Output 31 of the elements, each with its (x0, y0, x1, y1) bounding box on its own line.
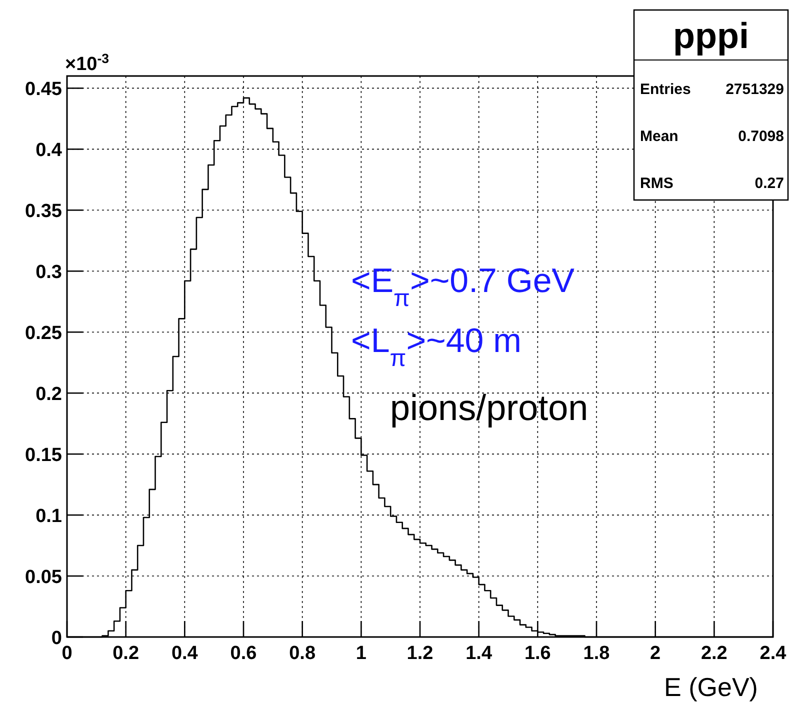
x-tick-label: 1.6 (524, 643, 551, 664)
text: Mean 0.7098 (640, 128, 784, 145)
x-tick-label: 1.4 (466, 643, 492, 664)
y-tick-label: 0.25 (25, 323, 62, 344)
annotation: <E$_{π}$>~0.7 GeV (351, 262, 575, 312)
y-tick-label: 0.4 (36, 140, 62, 162)
x-tick-label: 1.2 (406, 643, 434, 664)
annotation: pions/proton (390, 387, 588, 428)
x-tick-label: 0.2 (112, 643, 140, 664)
y-tick-label: 0.1 (36, 506, 62, 528)
y-tick-label: 0.05 (25, 567, 62, 588)
y-tick-label: 0 (51, 628, 62, 649)
x-tick-label: 0.4 (171, 643, 198, 664)
text: ×10$^{-3}$ (65, 50, 110, 75)
annotation: <L$_{π}$>~40 m (351, 322, 522, 372)
x-tick-label: 2.4 (760, 643, 787, 664)
chart-title: pppi (673, 15, 749, 56)
x-axis-title: E (GeV) (664, 672, 758, 702)
x-tick-label: 1 (356, 643, 367, 664)
y-tick-label: 0.15 (25, 445, 62, 466)
y-tick-label: 0.2 (36, 384, 62, 406)
x-tick-label: 0.8 (289, 643, 316, 664)
text: Entries 2751329 (640, 81, 784, 98)
text: RMS 0.27 (640, 175, 784, 192)
x-tick-label: 2.2 (700, 643, 728, 664)
x-tick-label: 2 (650, 643, 661, 664)
y-tick-label: 0.3 (36, 262, 62, 284)
y-tick-label: 0.35 (25, 201, 62, 222)
x-tick-label: 1.8 (583, 643, 610, 664)
y-tick-label: 0.45 (25, 79, 62, 100)
x-tick-label: 0.6 (230, 643, 257, 664)
